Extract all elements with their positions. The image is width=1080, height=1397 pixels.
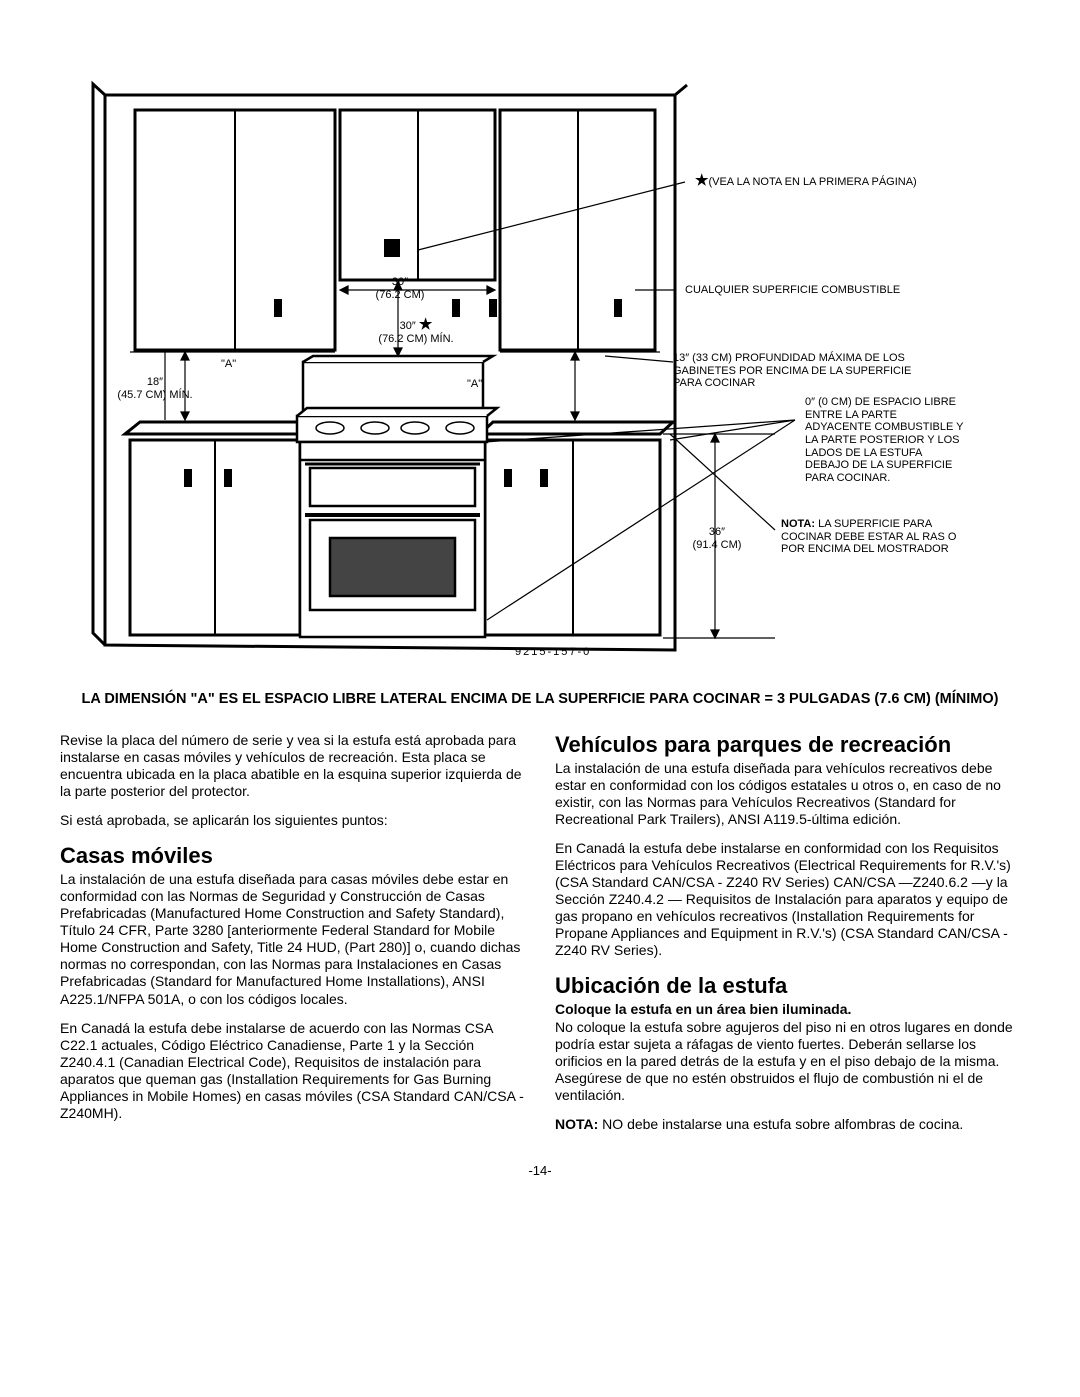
heading-ubicacion: Ubicación de la estufa <box>555 973 1020 999</box>
ubicacion-p1: Coloque la estufa en un área bien ilumin… <box>555 1001 1020 1103</box>
label-combustible: CUALQUIER SUPERFICIE COMBUSTIBLE <box>685 284 900 297</box>
ubicacion-bold: Coloque la estufa en un área bien ilumin… <box>555 1001 851 1017</box>
dim-30-min-cm: (76.2 CM) MÍN. <box>378 333 453 345</box>
casas-p2: En Canadá la estufa debe instalarse de a… <box>60 1020 525 1122</box>
right-column: Vehículos para parques de recreación La … <box>555 732 1020 1145</box>
vehiculos-p2: En Canadá la estufa debe instalarse en c… <box>555 840 1020 960</box>
nota-text: NO debe instalarse una estufa sobre alfo… <box>598 1116 963 1132</box>
heading-vehiculos: Vehículos para parques de recreación <box>555 732 1020 758</box>
diagram-caption: LA DIMENSIÓN "A" ES EL ESPACIO LIBRE LAT… <box>60 680 1020 724</box>
star-note: (VEA LA NOTA EN LA PRIMERA PÁGINA) <box>708 176 916 188</box>
page-number: -14- <box>60 1163 1020 1178</box>
nota-prefix: NOTA: <box>781 518 815 530</box>
dim-18: 18″ <box>147 376 163 388</box>
intro-p2: Si está aprobada, se aplicarán los sigui… <box>60 812 525 829</box>
intro-p1: Revise la placa del número de serie y ve… <box>60 732 525 800</box>
dim-36: 36″ <box>709 526 725 538</box>
ubicacion-nota: NOTA: NO debe instalarse una estufa sobr… <box>555 1116 1020 1133</box>
vehiculos-p1: La instalación de una estufa diseñada pa… <box>555 760 1020 828</box>
ubicacion-text: No coloque la estufa sobre agujeros del … <box>555 1019 1013 1103</box>
label-0: 0″ (0 CM) DE ESPACIO LIBRE ENTRE LA PART… <box>805 396 965 484</box>
a-left: "A" <box>221 358 236 371</box>
dim-30-top: 30″ <box>392 276 408 288</box>
a-right: "A" <box>467 378 482 391</box>
nota-bold: NOTA: <box>555 1116 598 1132</box>
left-column: Revise la placa del número de serie y ve… <box>60 732 525 1145</box>
installation-diagram: ★(VEA LA NOTA EN LA PRIMERA PÁGINA) 30″ … <box>75 50 1005 670</box>
dim-30-min: 30″ <box>400 320 416 332</box>
dim-18-cm: (45.7 CM) MÍN. <box>117 389 192 401</box>
casas-p1: La instalación de una estufa diseñada pa… <box>60 871 525 1008</box>
heading-casas-moviles: Casas móviles <box>60 843 525 869</box>
part-number: 9215-157-0 <box>515 646 591 659</box>
label-13: 13″ (33 CM) PROFUNDIDAD MÁXIMA DE LOS GA… <box>673 352 933 390</box>
text-columns: Revise la placa del número de serie y ve… <box>60 732 1020 1145</box>
dim-30-top-cm: (76.2 CM) <box>376 289 425 301</box>
dim-36-cm: (91.4 CM) <box>693 539 742 551</box>
